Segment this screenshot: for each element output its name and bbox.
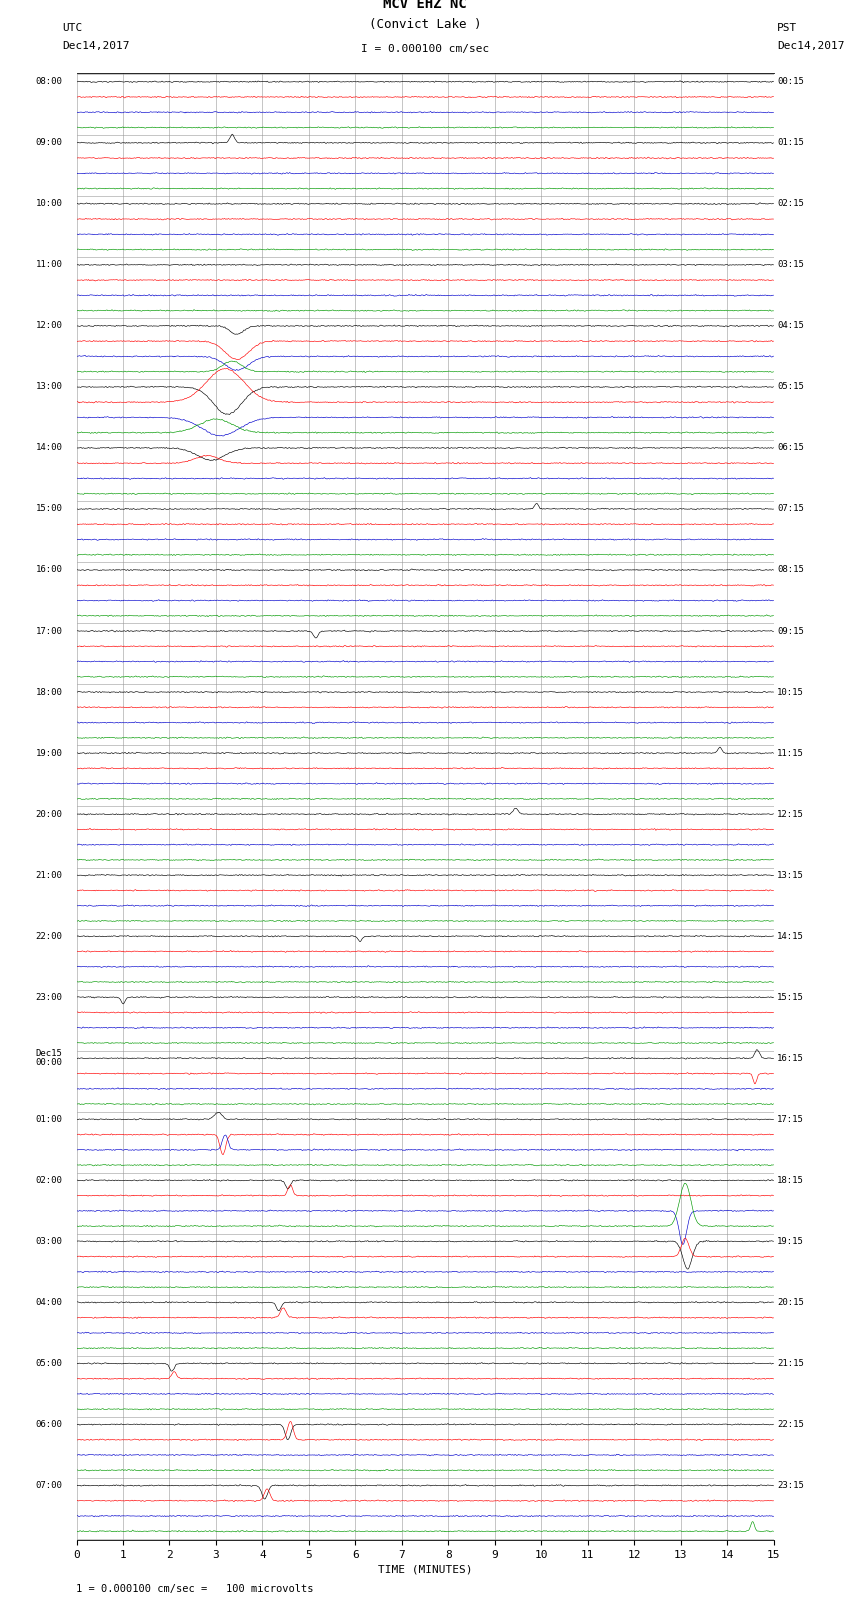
Text: 09:15: 09:15 bbox=[777, 626, 804, 636]
Text: 10:15: 10:15 bbox=[777, 687, 804, 697]
Text: 17:00: 17:00 bbox=[36, 626, 63, 636]
Text: 1 = 0.000100 cm/sec =   100 microvolts: 1 = 0.000100 cm/sec = 100 microvolts bbox=[76, 1584, 314, 1594]
Text: 10:00: 10:00 bbox=[36, 200, 63, 208]
Text: 22:00: 22:00 bbox=[36, 932, 63, 940]
Text: 17:15: 17:15 bbox=[777, 1115, 804, 1124]
Text: 14:00: 14:00 bbox=[36, 444, 63, 452]
Text: 14:15: 14:15 bbox=[777, 932, 804, 940]
Text: 19:15: 19:15 bbox=[777, 1237, 804, 1245]
Text: 06:00: 06:00 bbox=[36, 1419, 63, 1429]
Text: 02:00: 02:00 bbox=[36, 1176, 63, 1186]
Text: 00:00: 00:00 bbox=[36, 1058, 63, 1068]
Text: 05:00: 05:00 bbox=[36, 1358, 63, 1368]
Text: 01:15: 01:15 bbox=[777, 139, 804, 147]
Text: 01:00: 01:00 bbox=[36, 1115, 63, 1124]
Text: 08:00: 08:00 bbox=[36, 77, 63, 85]
Text: 04:15: 04:15 bbox=[777, 321, 804, 331]
Text: Dec14,2017: Dec14,2017 bbox=[777, 40, 845, 50]
Text: 13:15: 13:15 bbox=[777, 871, 804, 879]
Text: 07:00: 07:00 bbox=[36, 1481, 63, 1490]
Text: I = 0.000100 cm/sec: I = 0.000100 cm/sec bbox=[361, 44, 489, 53]
Text: 03:00: 03:00 bbox=[36, 1237, 63, 1245]
Text: UTC: UTC bbox=[63, 23, 82, 32]
Text: 18:00: 18:00 bbox=[36, 687, 63, 697]
Text: 09:00: 09:00 bbox=[36, 139, 63, 147]
Text: 12:00: 12:00 bbox=[36, 321, 63, 331]
Text: 22:15: 22:15 bbox=[777, 1419, 804, 1429]
Text: 11:15: 11:15 bbox=[777, 748, 804, 758]
Text: 15:00: 15:00 bbox=[36, 505, 63, 513]
Text: PST: PST bbox=[777, 23, 797, 32]
Text: 06:15: 06:15 bbox=[777, 444, 804, 452]
Text: 21:00: 21:00 bbox=[36, 871, 63, 879]
Text: 20:15: 20:15 bbox=[777, 1298, 804, 1307]
Text: (Convict Lake ): (Convict Lake ) bbox=[369, 18, 481, 32]
Text: 18:15: 18:15 bbox=[777, 1176, 804, 1186]
Text: 07:15: 07:15 bbox=[777, 505, 804, 513]
Text: 04:00: 04:00 bbox=[36, 1298, 63, 1307]
Text: 03:15: 03:15 bbox=[777, 260, 804, 269]
Text: 23:15: 23:15 bbox=[777, 1481, 804, 1490]
Text: 16:15: 16:15 bbox=[777, 1053, 804, 1063]
Text: 21:15: 21:15 bbox=[777, 1358, 804, 1368]
Text: 08:15: 08:15 bbox=[777, 566, 804, 574]
Text: 19:00: 19:00 bbox=[36, 748, 63, 758]
X-axis label: TIME (MINUTES): TIME (MINUTES) bbox=[377, 1565, 473, 1574]
Text: Dec14,2017: Dec14,2017 bbox=[63, 40, 130, 50]
Text: 02:15: 02:15 bbox=[777, 200, 804, 208]
Text: 16:00: 16:00 bbox=[36, 566, 63, 574]
Text: 20:00: 20:00 bbox=[36, 810, 63, 819]
Text: 05:15: 05:15 bbox=[777, 382, 804, 392]
Text: MCV EHZ NC: MCV EHZ NC bbox=[383, 0, 467, 11]
Text: 12:15: 12:15 bbox=[777, 810, 804, 819]
Text: 13:00: 13:00 bbox=[36, 382, 63, 392]
Text: Dec15: Dec15 bbox=[36, 1050, 63, 1058]
Text: 15:15: 15:15 bbox=[777, 992, 804, 1002]
Text: 00:15: 00:15 bbox=[777, 77, 804, 85]
Text: 11:00: 11:00 bbox=[36, 260, 63, 269]
Text: 23:00: 23:00 bbox=[36, 992, 63, 1002]
